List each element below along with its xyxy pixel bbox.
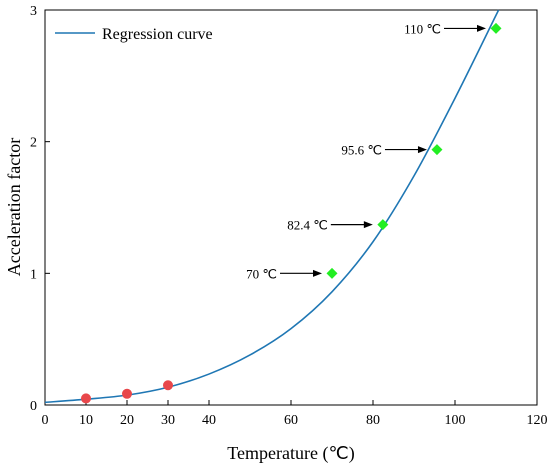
- x-tick-label: 10: [79, 413, 93, 428]
- x-tick-label: 60: [284, 413, 298, 428]
- annotation-label: 110 ℃: [404, 21, 441, 36]
- points-layer: [81, 22, 502, 404]
- x-tick-label: 20: [120, 413, 134, 428]
- annotation-label: 82.4 ℃: [287, 218, 328, 233]
- x-tick-label: 0: [42, 413, 49, 428]
- x-tick-label: 100: [445, 413, 466, 428]
- y-tick-label: 2: [30, 136, 37, 151]
- data-point-diamond: [326, 267, 338, 279]
- plot-frame: [44, 9, 538, 406]
- annotation-label: 70 ℃: [246, 266, 277, 281]
- regression-curve: [44, 9, 500, 404]
- x-tick-label: 40: [202, 413, 216, 428]
- annotation-arrow-head: [477, 24, 486, 32]
- data-point-circle: [163, 380, 173, 391]
- y-tick-label: 1: [30, 267, 37, 282]
- x-tick-label: 80: [366, 413, 380, 428]
- data-point-diamond: [377, 219, 389, 231]
- x-tick-label: 120: [527, 413, 548, 428]
- annotation-arrow-head: [417, 146, 427, 154]
- legend-label: Regression curve: [102, 26, 213, 43]
- data-point-circle: [81, 393, 91, 404]
- annotation-arrow-head: [363, 221, 373, 229]
- ticks-layer: 0 10 20 30 40 60 80 100 120 0 1 2 3: [30, 4, 548, 428]
- legend: Regression curve: [55, 26, 213, 43]
- x-axis-title: Temperature (℃): [227, 443, 354, 464]
- y-tick-label: 0: [30, 399, 37, 414]
- annotation-arrow-head: [313, 269, 322, 277]
- y-tick-label: 3: [30, 4, 37, 19]
- data-point-diamond: [490, 22, 502, 34]
- annotations-layer: 70 ℃ 82.4 ℃ 95.6 ℃ 110 ℃: [246, 21, 486, 281]
- y-axis-title: Acceleration factor: [4, 138, 24, 276]
- data-point-diamond: [431, 144, 443, 156]
- x-tick-label: 30: [161, 413, 175, 428]
- annotation-label: 95.6 ℃: [341, 143, 382, 158]
- data-point-circle: [122, 388, 132, 399]
